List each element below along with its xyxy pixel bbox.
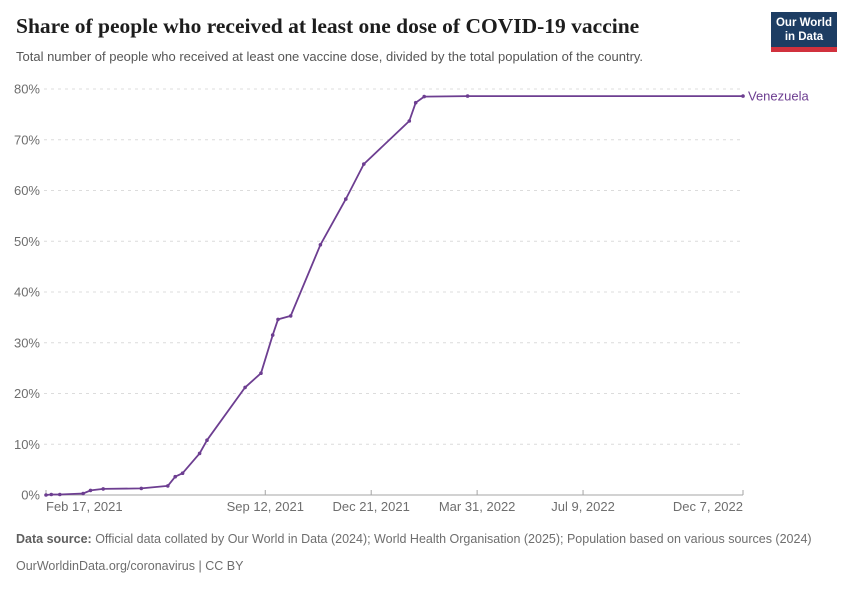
y-axis-label: 20% xyxy=(14,386,40,401)
series-entity-label[interactable]: Venezuela xyxy=(748,89,809,104)
x-axis-label: Mar 31, 2022 xyxy=(439,499,516,514)
data-point[interactable] xyxy=(88,488,93,493)
chart-subtitle: Total number of people who received at l… xyxy=(16,49,644,64)
data-point[interactable] xyxy=(180,471,185,476)
data-point[interactable] xyxy=(197,451,202,456)
y-axis-label: 60% xyxy=(14,183,40,198)
data-point[interactable] xyxy=(422,94,427,99)
chart-footer: Data source: Official data collated by O… xyxy=(16,531,816,575)
data-source-label: Data source: xyxy=(16,532,92,546)
x-axis-label: Feb 17, 2021 xyxy=(46,499,123,514)
y-axis-label: 30% xyxy=(14,335,40,350)
x-axis-label: Sep 12, 2021 xyxy=(227,499,304,514)
data-point[interactable] xyxy=(139,486,144,491)
data-source-note: Data source: Official data collated by O… xyxy=(16,531,816,548)
footer-link[interactable]: OurWorldinData.org/coronavirus | CC BY xyxy=(16,559,244,573)
x-axis-label: Dec 7, 2022 xyxy=(673,499,743,514)
data-point[interactable] xyxy=(741,94,745,98)
x-axis-label: Jul 9, 2022 xyxy=(551,499,615,514)
x-axis-label: Dec 21, 2021 xyxy=(333,499,410,514)
data-point[interactable] xyxy=(270,333,275,337)
owid-logo-line1: Our World xyxy=(775,17,832,29)
y-axis-label: 0% xyxy=(21,488,40,503)
data-point[interactable] xyxy=(44,493,48,497)
data-point[interactable] xyxy=(276,317,280,322)
data-point[interactable] xyxy=(243,385,247,390)
data-point[interactable] xyxy=(205,438,209,443)
data-point[interactable] xyxy=(362,162,366,166)
data-point[interactable] xyxy=(81,491,85,496)
y-axis-label: 50% xyxy=(14,234,40,249)
data-source-text: Official data collated by Our World in D… xyxy=(91,532,812,546)
y-axis-label: 40% xyxy=(14,285,40,300)
data-point[interactable] xyxy=(288,314,293,318)
page-title: Share of people who received at least on… xyxy=(16,14,640,38)
data-point[interactable] xyxy=(173,474,177,479)
data-point[interactable] xyxy=(101,487,105,491)
data-point[interactable] xyxy=(413,100,418,105)
owid-logo[interactable]: Our World in Data xyxy=(771,12,837,52)
data-point[interactable] xyxy=(259,371,263,376)
y-axis-label: 80% xyxy=(14,82,40,97)
data-point[interactable] xyxy=(166,484,170,488)
data-point[interactable] xyxy=(318,243,323,247)
y-axis-label: 10% xyxy=(14,437,40,452)
owid-logo-line2: in Data xyxy=(784,31,824,43)
data-point[interactable] xyxy=(465,94,470,98)
y-axis-label: 70% xyxy=(14,132,40,147)
data-point[interactable] xyxy=(49,492,54,497)
data-point[interactable] xyxy=(58,492,62,497)
series-line[interactable] xyxy=(45,95,744,496)
data-point[interactable] xyxy=(344,197,348,201)
data-point[interactable] xyxy=(407,119,412,123)
